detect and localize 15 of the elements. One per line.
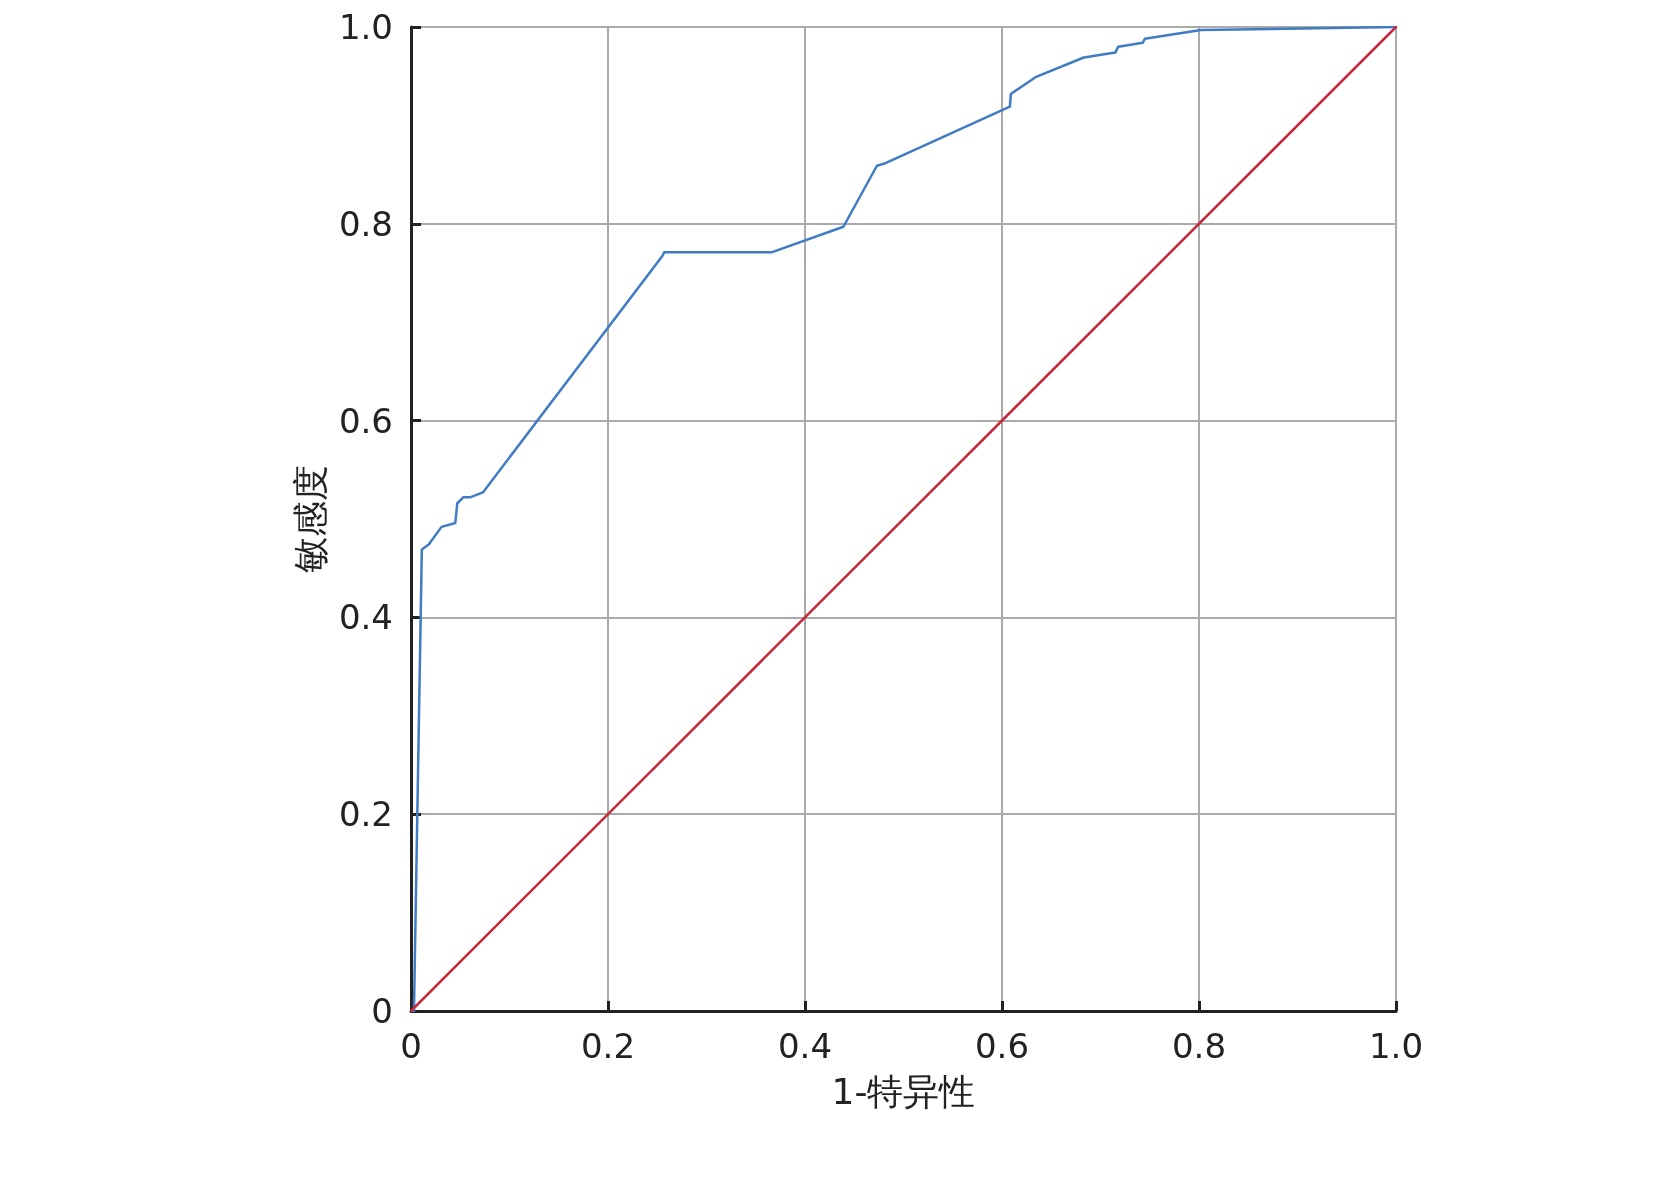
y-tick-label: 1.0 (338, 7, 393, 47)
x-tick-label: 0.6 (974, 1026, 1030, 1066)
x-tick-label: 0.4 (777, 1026, 833, 1066)
x-tick-label: 1.0 (1368, 1026, 1424, 1066)
line-series (409, 25, 1398, 1013)
y-axis-title: 敏感度 (289, 465, 331, 573)
y-tick-label: 0 (371, 991, 393, 1031)
x-tick-label: 0 (400, 1026, 422, 1066)
y-tick-label: 0.2 (338, 794, 393, 835)
x-tick-label: 0.8 (1171, 1026, 1227, 1066)
x-tick-label: 0.2 (580, 1026, 636, 1066)
y-tick-label: 0.4 (338, 597, 393, 638)
x-axis-title: 1-特异性 (831, 1070, 976, 1112)
y-tick-label: 0.6 (338, 400, 393, 441)
y-tick-label: 0.8 (338, 203, 393, 244)
